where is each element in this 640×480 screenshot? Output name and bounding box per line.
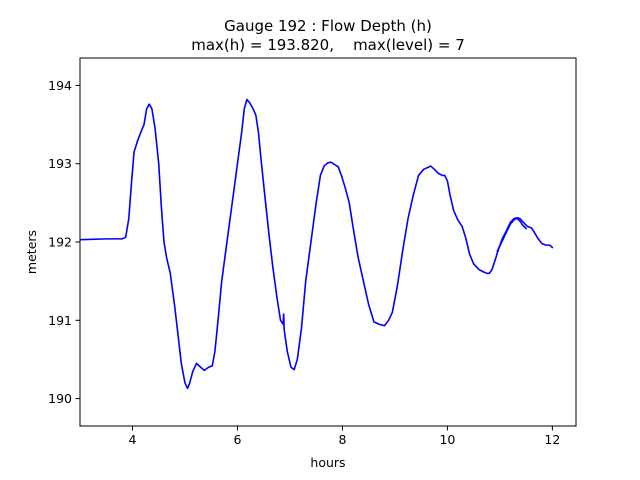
x-tick-label: 6: [233, 432, 241, 447]
x-tick-label: 10: [439, 432, 455, 447]
y-axis: 190 191 192 193 194: [48, 78, 80, 406]
chart-subtitle: max(h) = 193.820, max(level) = 7: [191, 36, 465, 54]
plot-area: 4 6 8 10 12 190 191 192 193 194: [48, 57, 577, 447]
series-line-1: [80, 98, 554, 390]
series-line-2: [496, 217, 527, 253]
x-tick-label: 12: [544, 432, 560, 447]
y-tick-label: 193: [48, 156, 72, 171]
chart-title: Gauge 192 : Flow Depth (h): [224, 17, 432, 35]
x-tick-label: 8: [338, 432, 346, 447]
x-tick-label: 4: [129, 432, 137, 447]
y-tick-label: 191: [48, 313, 72, 328]
y-axis-label: meters: [24, 230, 39, 274]
axes-background: [80, 58, 576, 426]
y-tick-label: 194: [48, 78, 72, 93]
series-layer: [80, 98, 554, 390]
y-tick-label: 190: [48, 391, 72, 406]
x-axis: 4 6 8 10 12: [129, 426, 560, 447]
x-axis-label: hours: [310, 455, 345, 470]
y-tick-label: 192: [48, 235, 72, 250]
